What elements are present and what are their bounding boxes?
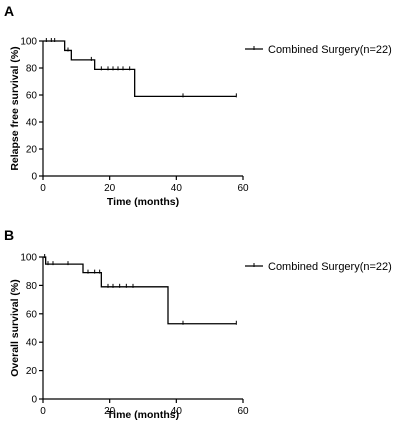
x-axis-title: Time (months) [107,409,179,421]
legend-label: Combined Surgery(n=22) [268,44,392,56]
legend-label: Combined Surgery(n=22) [268,261,392,273]
survival-curve [43,256,237,325]
y-tick-label: 60 [26,309,38,320]
y-tick-label: 40 [26,338,38,349]
y-tick-label: 0 [31,172,37,183]
x-tick-label: 20 [104,406,116,417]
y-tick-label: 80 [26,64,38,75]
x-tick-label: 0 [40,183,46,194]
chart-panel-B: B 0 20 40 60 0 20 40 60 80 100 Time (months) Overall… [4,227,392,421]
y-tick-label: 20 [26,366,38,377]
y-axis-title: Overall survival (%) [9,279,21,376]
survival-curve [43,40,237,97]
panel-label: B [4,227,14,243]
chart-panel-A: A 0 20 40 60 0 20 40 60 80 100 Time (months) Relapse… [4,3,392,208]
y-tick-label: 100 [20,253,37,264]
x-tick-label: 60 [237,406,249,417]
y-axis-title: Relapse free survival (%) [9,46,21,170]
x-axis-title: Time (months) [107,196,179,208]
y-tick-label: 60 [26,91,38,102]
y-tick-label: 20 [26,145,38,156]
x-tick-label: 20 [104,183,116,194]
y-tick-label: 80 [26,281,38,292]
x-tick-label: 40 [171,406,183,417]
y-tick-label: 100 [20,37,37,48]
x-tick-label: 60 [237,183,249,194]
x-tick-label: 0 [40,406,46,417]
y-tick-label: 40 [26,118,38,129]
panel-label: A [4,3,14,19]
x-tick-label: 40 [171,183,183,194]
y-tick-label: 0 [31,395,37,406]
